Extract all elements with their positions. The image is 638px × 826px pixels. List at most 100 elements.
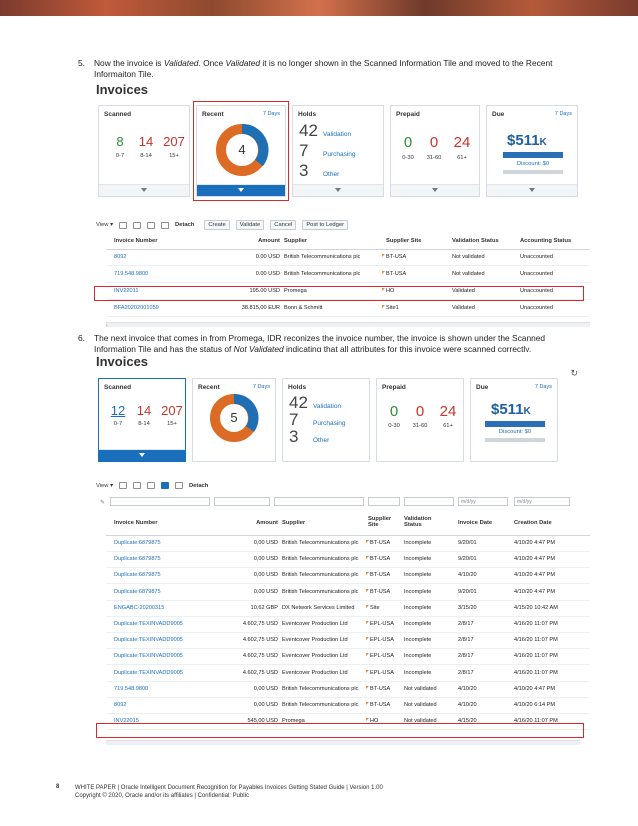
col2-amount[interactable]: Amount	[256, 520, 278, 526]
cell-invoice-number[interactable]: 8092	[114, 254, 126, 260]
table-row[interactable]: Duplicate:6879875 0,00 USD British Telecom…	[106, 588, 590, 599]
col-invoice-number[interactable]: Invoice Number	[114, 238, 158, 244]
scanned-tile-2-expand[interactable]	[99, 449, 185, 461]
prepaid-61plus-count[interactable]: 24	[453, 134, 471, 151]
prepaid-tile[interactable]: Prepaid 0 0 24 0-30 31-60 61+	[390, 105, 480, 197]
table-row[interactable]: BFA20202001059 38.815,00 EUR Bonn & Schmit…	[106, 305, 590, 315]
detach-icon[interactable]	[174, 482, 183, 489]
scanned-0-7-count[interactable]: 8	[116, 134, 124, 149]
filter-amount[interactable]	[214, 497, 270, 506]
due-2-amount[interactable]: $511	[491, 401, 524, 418]
col-validation-status[interactable]: Validation Status	[452, 238, 499, 244]
cell-invoice-number[interactable]: INV22015	[114, 718, 139, 724]
export-icon[interactable]	[146, 221, 155, 229]
cell-invoice-number[interactable]: BFA20202001059	[114, 305, 159, 311]
holds-2-validation-count[interactable]: 42	[289, 393, 308, 412]
due-7days-link[interactable]: 7 Days	[554, 111, 572, 117]
scanned-8-14-count[interactable]: 14	[138, 134, 154, 149]
due-2-discount[interactable]: Discount: $0	[498, 429, 532, 435]
cell-invoice-number[interactable]: Duplicate:6879875	[114, 572, 161, 578]
view-menu-2[interactable]: View ▾	[96, 482, 113, 489]
detach-button[interactable]: Detach	[174, 222, 195, 228]
col-accounting-status[interactable]: Accounting Status	[520, 238, 572, 244]
table-row[interactable]: 8092 0,00 USD British Telecommunications p…	[106, 702, 590, 712]
cell-invoice-number[interactable]: Duplicate:TEXINVADD9005	[114, 670, 183, 676]
cell-invoice-number[interactable]: ENGABC-20200315	[114, 605, 164, 611]
holds-purchasing-count[interactable]: 7	[299, 141, 309, 160]
export-icon[interactable]	[146, 482, 155, 489]
table-row[interactable]: INV22011 195.00 USD Promega HO Validated Unac…	[106, 288, 590, 298]
holds-2-other-link[interactable]: Other	[313, 437, 330, 444]
validate-button[interactable]: Validate	[235, 220, 265, 230]
refresh-icon[interactable]: ↻	[570, 368, 578, 378]
cell-invoice-number[interactable]: Duplicate:TEXINVADD9005	[114, 637, 183, 643]
recent-7days-link[interactable]: 7 Days	[262, 111, 280, 117]
scanned-2-15plus-count[interactable]: 207	[161, 403, 183, 418]
detach-button-2[interactable]: Detach	[188, 482, 209, 489]
col2-invoice-date[interactable]: Invoice Date	[458, 520, 493, 526]
filter-supplier[interactable]	[274, 497, 364, 506]
query-by-example-icon[interactable]	[160, 482, 169, 489]
holds-2-purchasing-count[interactable]: 7	[289, 410, 299, 429]
table2-scrollbar[interactable]	[106, 740, 580, 745]
cell-invoice-number[interactable]: Duplicate:TEXINVADD9005	[114, 621, 183, 627]
holds-tile[interactable]: Holds 42 Validation 7 Purchasing 3 Other	[292, 105, 384, 197]
table-row[interactable]: INV22015 545,00 USD Promega HO Not validated…	[106, 718, 590, 728]
table-row[interactable]: ENGABC-20200315 10,62 GBP DX Network Servi…	[106, 604, 590, 615]
col2-invoice-number[interactable]: Invoice Number	[114, 520, 158, 526]
holds-2-validation-link[interactable]: Validation	[313, 403, 342, 410]
prepaid-tile-expand[interactable]	[391, 184, 479, 196]
col2-creation-date[interactable]: Creation Date	[514, 520, 552, 526]
filter-invoice-number[interactable]	[110, 497, 210, 506]
col-supplier-site[interactable]: Supplier Site	[386, 238, 422, 244]
table-row[interactable]: Duplicate:TEXINVADD9005 4.602,75 USD Event…	[106, 637, 590, 647]
scanned-2-8-14-count[interactable]: 14	[136, 403, 152, 418]
recent-tile-expand[interactable]	[197, 184, 285, 196]
scanned-tile-expand[interactable]	[99, 184, 189, 196]
cell-invoice-number[interactable]: Duplicate:TEXINVADD9005	[114, 653, 183, 659]
scroll-left-icon[interactable]: ‹	[106, 323, 108, 329]
cell-invoice-number[interactable]: Duplicate:6879875	[114, 540, 161, 546]
filter-supplier-site[interactable]	[368, 497, 400, 506]
holds-validation-link[interactable]: Validation	[323, 131, 352, 138]
table1-scrollbar[interactable]: ‹	[106, 322, 590, 329]
recent-2-7days-link[interactable]: 7 Days	[252, 384, 270, 390]
view-menu[interactable]: View ▾	[96, 222, 113, 228]
scanned-tile-2[interactable]: Scanned 12 14 207 0-7 8-14 15+	[98, 378, 186, 462]
table-row[interactable]: Duplicate:6879875 0,00 USD British Telecom…	[106, 556, 590, 566]
holds-other-link[interactable]: Other	[323, 171, 340, 178]
create-button[interactable]: Create	[204, 220, 230, 230]
holds-validation-count[interactable]: 42	[299, 121, 318, 140]
prepaid-0-30-count[interactable]: 0	[403, 134, 413, 151]
holds-2-purchasing-link[interactable]: Purchasing	[313, 420, 346, 427]
due-tile-expand[interactable]	[487, 184, 577, 196]
table-row[interactable]: Duplicate:6879875 0,00 USD British Telecom…	[106, 572, 590, 582]
scanned-2-0-7-count[interactable]: 12	[110, 403, 126, 418]
due-tile[interactable]: Due 7 Days $511K Discount: $0	[486, 105, 578, 197]
cell-invoice-number[interactable]: INV22011	[114, 288, 138, 294]
col2-supplier-site[interactable]: Supplier Site	[368, 516, 392, 528]
prepaid-tile-2[interactable]: Prepaid 0 0 24 0-30 31-60 61+	[376, 378, 464, 462]
due-tile-2[interactable]: Due 7 Days $511K Discount: $0	[470, 378, 558, 462]
filter-invoice-date[interactable]: m/d/yy	[458, 497, 508, 506]
prepaid-31-60-count[interactable]: 0	[429, 134, 439, 151]
cell-invoice-number[interactable]: 719.548.9800	[114, 686, 148, 692]
cell-invoice-number[interactable]: Duplicate:6879875	[114, 589, 161, 595]
scanned-15plus-count[interactable]: 207	[163, 134, 185, 149]
wrap-icon[interactable]	[132, 482, 141, 489]
prepaid-2-0-30-count[interactable]: 0	[389, 403, 399, 420]
wrap-icon[interactable]	[132, 221, 141, 229]
prepaid-2-61plus-count[interactable]: 24	[439, 403, 457, 420]
edit-pencil-icon[interactable]: ✎	[100, 500, 106, 506]
post-to-ledger-button[interactable]: Post to Ledger	[302, 220, 349, 230]
cell-invoice-number[interactable]: 719.548.9800	[114, 271, 148, 277]
holds-tile-expand[interactable]	[293, 184, 383, 196]
freeze-icon[interactable]	[118, 482, 127, 489]
table-row[interactable]: Duplicate:TEXINVADD9005 4.602,75 USD Event…	[106, 621, 590, 631]
holds-other-count[interactable]: 3	[299, 161, 309, 180]
table-row[interactable]: 719.548.9800 0,00 USD British Telecommunic…	[106, 685, 590, 696]
scanned-tile[interactable]: Scanned 8 14 207 0-7 8-14 15+	[98, 105, 190, 197]
table-row[interactable]: Duplicate:6879875 0,00 USD British Telecom…	[106, 540, 590, 550]
table-row[interactable]: Duplicate:TEXINVADD9005 4.602,75 USD Event…	[106, 653, 590, 663]
table-row[interactable]: 719.548.9800 0.00 USD British Telecommunic…	[106, 271, 590, 281]
